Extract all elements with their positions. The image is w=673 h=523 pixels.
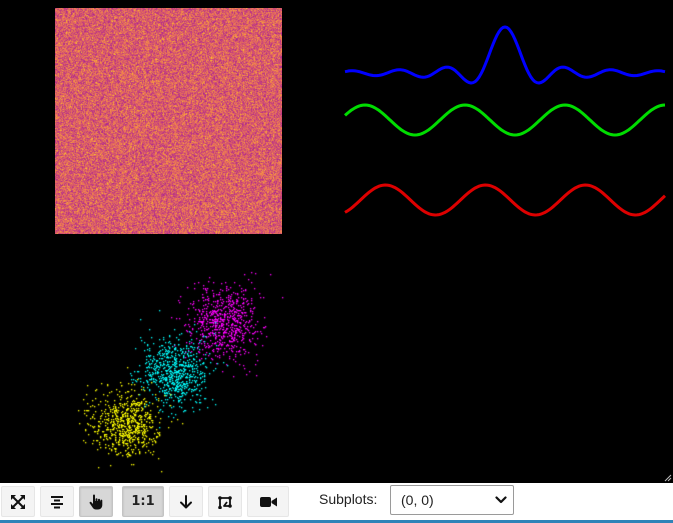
download-button[interactable]	[169, 486, 203, 517]
record-button[interactable]	[247, 486, 289, 517]
subplots-selected-value: (0, 0)	[401, 492, 434, 508]
select-button[interactable]	[208, 486, 242, 517]
plot-toolbar: 1:1	[0, 483, 673, 520]
pan-button[interactable]	[79, 486, 113, 517]
one-to-one-label: 1:1	[131, 494, 155, 509]
resize-grip-icon[interactable]	[664, 474, 672, 482]
plasma-noise-image[interactable]	[55, 8, 282, 234]
red-sine-line	[344, 183, 667, 217]
green-sine-line	[343, 103, 666, 137]
chevron-down-icon	[495, 496, 507, 504]
fullscreen-button[interactable]	[1, 486, 35, 517]
subplots-label: Subplots:	[319, 491, 378, 507]
arrow-down-icon	[180, 494, 192, 508]
sinc-pulse-line	[344, 25, 666, 85]
align-button[interactable]	[40, 486, 74, 517]
pointer-hand-icon	[89, 494, 103, 509]
lasso-select-icon	[218, 495, 232, 509]
line-plot[interactable]	[340, 15, 670, 225]
plot-canvas[interactable]	[0, 0, 673, 483]
expand-arrows-icon	[11, 494, 25, 509]
accent-divider	[0, 520, 673, 523]
one-to-one-button[interactable]: 1:1	[122, 486, 164, 517]
align-center-icon	[51, 495, 63, 508]
subplots-dropdown[interactable]: (0, 0)	[390, 485, 514, 515]
scatter-clusters[interactable]	[45, 245, 295, 475]
video-camera-icon	[259, 496, 277, 507]
